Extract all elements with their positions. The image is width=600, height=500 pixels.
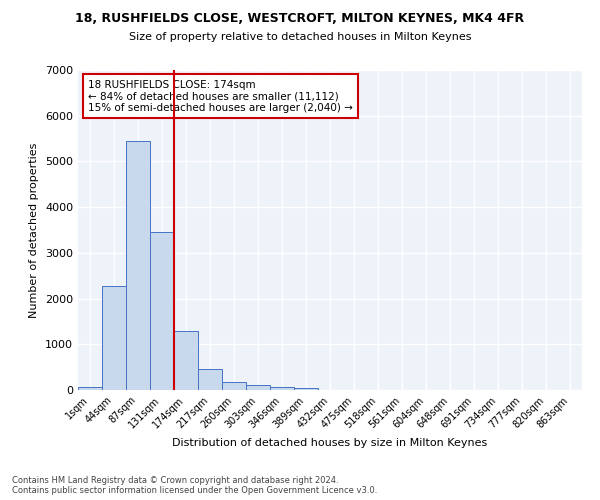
Bar — [294, 388, 318, 390]
Text: 18 RUSHFIELDS CLOSE: 174sqm
← 84% of detached houses are smaller (11,112)
15% of: 18 RUSHFIELDS CLOSE: 174sqm ← 84% of det… — [88, 80, 353, 113]
Bar — [102, 286, 126, 390]
Bar — [246, 386, 270, 390]
Y-axis label: Number of detached properties: Number of detached properties — [29, 142, 40, 318]
Bar — [174, 330, 198, 390]
Bar — [126, 141, 150, 390]
Text: Contains HM Land Registry data © Crown copyright and database right 2024.
Contai: Contains HM Land Registry data © Crown c… — [12, 476, 377, 495]
Bar — [150, 232, 174, 390]
Bar — [78, 388, 102, 390]
Bar — [222, 382, 246, 390]
Text: Size of property relative to detached houses in Milton Keynes: Size of property relative to detached ho… — [129, 32, 471, 42]
Bar — [270, 386, 294, 390]
Bar — [198, 370, 222, 390]
Text: 18, RUSHFIELDS CLOSE, WESTCROFT, MILTON KEYNES, MK4 4FR: 18, RUSHFIELDS CLOSE, WESTCROFT, MILTON … — [76, 12, 524, 26]
X-axis label: Distribution of detached houses by size in Milton Keynes: Distribution of detached houses by size … — [172, 438, 488, 448]
